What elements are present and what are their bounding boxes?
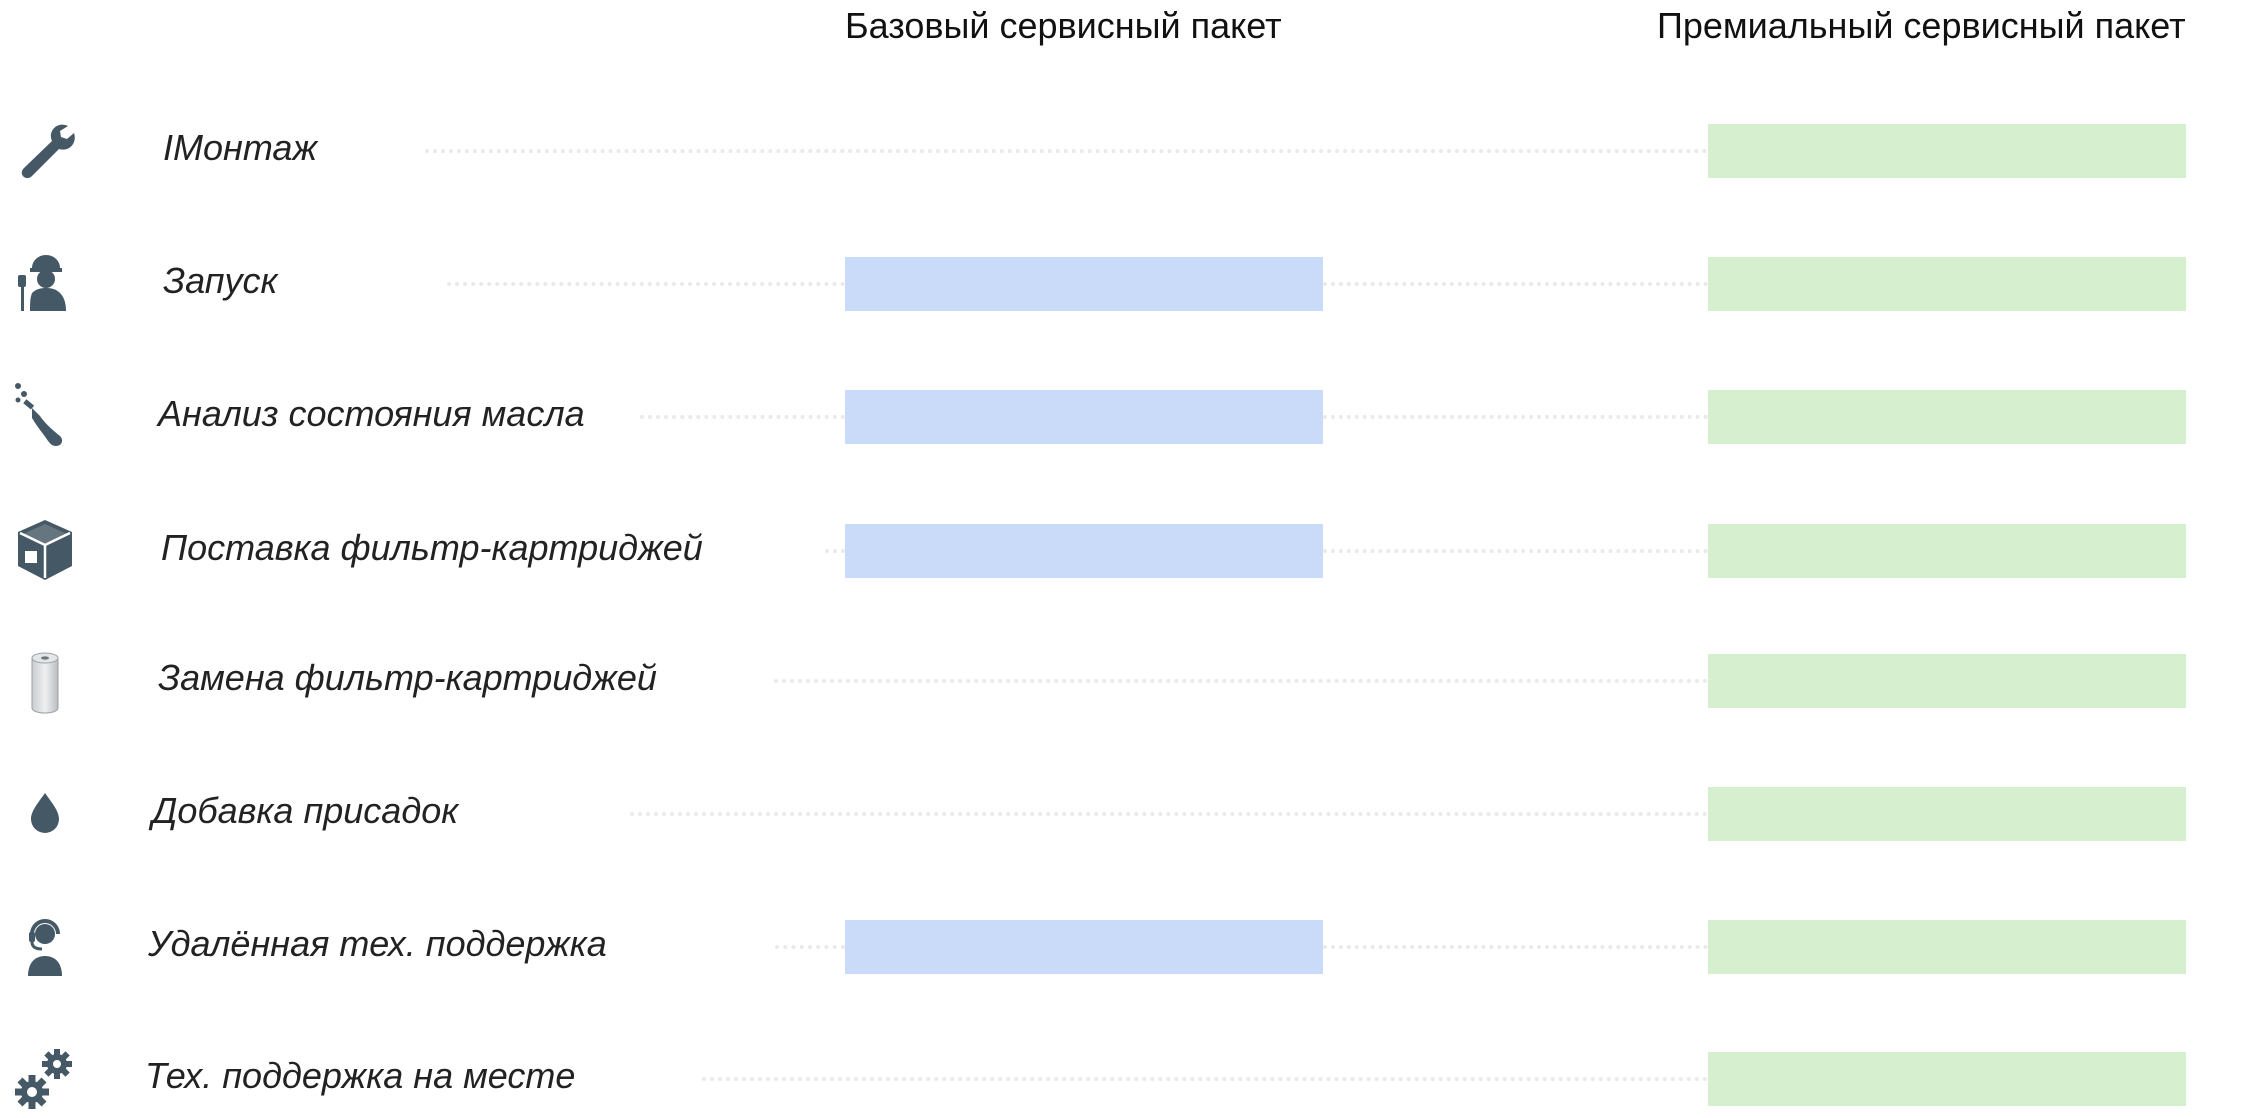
- service-row-remote-support: Удалённая тех. поддержка: [0, 906, 2260, 986]
- service-label: Добавка присадок: [152, 790, 459, 831]
- wrench-icon: [10, 116, 80, 186]
- basic-included-bar: [845, 257, 1323, 311]
- premium-included-bar: [1708, 524, 2186, 578]
- service-row-cartridge-replacement: Замена фильтр-картриджей: [0, 640, 2260, 720]
- dotted-leader: [702, 1077, 1708, 1081]
- service-row-startup: Запуск: [0, 243, 2260, 323]
- basic-included-bar: [845, 390, 1323, 444]
- service-label: Поставка фильтр-картриджей: [161, 527, 703, 568]
- dotted-leader: [825, 549, 845, 553]
- basic-package-header: Базовый сервисный пакет: [845, 5, 1282, 46]
- premium-included-bar: [1708, 920, 2186, 974]
- gears-icon: [10, 1044, 80, 1114]
- dotted-leader: [774, 679, 1708, 683]
- service-label: Тех. поддержка на месте: [145, 1055, 576, 1096]
- service-label: IМонтаж: [163, 127, 318, 168]
- dotted-leader: [1323, 415, 1708, 419]
- basic-included-bar: [845, 920, 1323, 974]
- dotted-leader: [640, 415, 845, 419]
- dotted-leader: [775, 945, 845, 949]
- filter-cartridge-icon: [10, 646, 80, 716]
- service-row-onsite-support: Тех. поддержка на месте: [0, 1038, 2260, 1118]
- service-label: Запуск: [163, 260, 278, 301]
- premium-package-header: Премиальный сервисный пакет: [1657, 5, 2186, 46]
- headset-operator-icon: [10, 912, 80, 982]
- premium-included-bar: [1708, 654, 2186, 708]
- dotted-leader: [447, 282, 845, 286]
- dotted-leader: [1323, 549, 1708, 553]
- service-row-cartridge-supply: Поставка фильтр-картриджей: [0, 510, 2260, 590]
- premium-included-bar: [1708, 1052, 2186, 1106]
- dotted-leader: [425, 149, 1708, 153]
- flask-icon: [10, 382, 80, 452]
- droplet-icon: [10, 779, 80, 849]
- dotted-leader: [630, 812, 1708, 816]
- service-label: Анализ состояния масла: [158, 393, 585, 434]
- service-row-installation: IМонтаж: [0, 110, 2260, 190]
- service-row-additives: Добавка присадок: [0, 773, 2260, 853]
- worker-with-plug-icon: [10, 249, 80, 319]
- service-label: Удалённая тех. поддержка: [148, 923, 607, 964]
- basic-included-bar: [845, 524, 1323, 578]
- premium-included-bar: [1708, 257, 2186, 311]
- premium-included-bar: [1708, 390, 2186, 444]
- service-row-oil-analysis: Анализ состояния масла: [0, 376, 2260, 456]
- dotted-leader: [1323, 282, 1708, 286]
- service-label: Замена фильтр-картриджей: [158, 657, 657, 698]
- box-icon: [10, 516, 80, 586]
- premium-included-bar: [1708, 787, 2186, 841]
- dotted-leader: [1323, 945, 1708, 949]
- premium-included-bar: [1708, 124, 2186, 178]
